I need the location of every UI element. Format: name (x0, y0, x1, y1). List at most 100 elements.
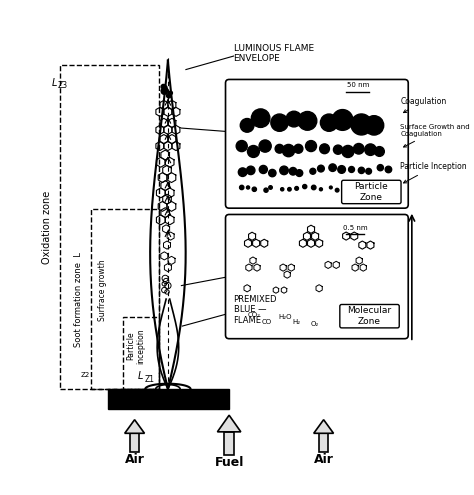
Circle shape (294, 145, 303, 153)
Circle shape (320, 114, 337, 131)
Circle shape (298, 111, 317, 130)
Text: H₂O: H₂O (278, 314, 292, 320)
Circle shape (318, 165, 324, 172)
Text: Particle
inception: Particle inception (126, 328, 145, 364)
Circle shape (296, 170, 303, 177)
Circle shape (319, 144, 329, 153)
Text: Surface Growth and
Coagulation: Surface Growth and Coagulation (400, 124, 470, 147)
Circle shape (239, 185, 244, 190)
Circle shape (252, 187, 256, 192)
FancyBboxPatch shape (342, 180, 401, 203)
Bar (123, 317, 159, 389)
Circle shape (319, 188, 322, 191)
Circle shape (365, 144, 376, 155)
Circle shape (166, 94, 171, 98)
Text: Soot formation zone  L: Soot formation zone L (74, 251, 83, 346)
Bar (224, 432, 234, 455)
Circle shape (306, 141, 317, 151)
Circle shape (310, 168, 316, 174)
Text: PREMIXED
BLUE —
FLAME: PREMIXED BLUE — FLAME (234, 295, 277, 325)
Circle shape (311, 185, 316, 190)
Circle shape (259, 165, 267, 174)
Text: Coagulation: Coagulation (400, 97, 447, 113)
Text: 0.5 nm: 0.5 nm (343, 225, 367, 231)
Text: Z1: Z1 (145, 375, 155, 384)
Circle shape (378, 186, 381, 189)
Text: Z2: Z2 (81, 372, 90, 378)
Circle shape (247, 146, 259, 157)
Circle shape (345, 186, 349, 191)
Circle shape (161, 88, 167, 95)
Circle shape (280, 166, 288, 175)
Circle shape (366, 168, 372, 174)
Text: Z3: Z3 (58, 81, 68, 90)
Bar (130, 433, 139, 452)
FancyBboxPatch shape (226, 80, 408, 208)
Text: Molecular
Zone: Molecular Zone (347, 306, 392, 326)
FancyBboxPatch shape (226, 214, 408, 339)
Circle shape (332, 109, 353, 130)
Circle shape (348, 166, 355, 172)
Circle shape (264, 188, 268, 192)
Circle shape (271, 114, 288, 131)
Text: O₂: O₂ (310, 321, 319, 327)
Circle shape (335, 189, 339, 192)
Text: CO: CO (262, 319, 272, 325)
Bar (91, 209, 159, 389)
Bar (108, 389, 229, 409)
Circle shape (246, 166, 255, 175)
Bar (319, 433, 328, 452)
Circle shape (393, 185, 396, 188)
Circle shape (374, 147, 384, 156)
Text: Surfrace growth: Surfrace growth (98, 259, 107, 321)
Circle shape (329, 186, 332, 189)
Circle shape (269, 169, 276, 177)
Polygon shape (125, 420, 145, 433)
Circle shape (351, 114, 372, 135)
Circle shape (281, 188, 284, 191)
Text: Particle Inception: Particle Inception (400, 162, 467, 183)
Text: Fuel: Fuel (214, 456, 244, 469)
Text: L: L (138, 371, 144, 381)
Circle shape (370, 189, 373, 192)
Circle shape (354, 144, 364, 154)
FancyBboxPatch shape (340, 304, 399, 328)
Text: CO₂: CO₂ (248, 312, 261, 318)
Circle shape (338, 166, 346, 173)
Circle shape (283, 145, 295, 157)
Circle shape (359, 187, 362, 190)
Text: Particle
Zone: Particle Zone (355, 182, 388, 201)
Text: Oxidation zone: Oxidation zone (42, 191, 52, 264)
Circle shape (169, 91, 173, 95)
Circle shape (251, 109, 270, 127)
Circle shape (377, 164, 383, 171)
Circle shape (236, 141, 247, 151)
Circle shape (342, 146, 354, 157)
Text: 50 nm: 50 nm (346, 83, 369, 89)
Polygon shape (218, 415, 241, 432)
Circle shape (288, 188, 291, 191)
Circle shape (246, 186, 250, 189)
Circle shape (259, 140, 271, 152)
Text: Air: Air (314, 453, 334, 466)
Circle shape (385, 166, 392, 173)
Circle shape (161, 85, 165, 89)
Circle shape (358, 167, 365, 174)
Text: LUMINOUS FLAME
ENVELOPE: LUMINOUS FLAME ENVELOPE (234, 44, 314, 63)
Circle shape (289, 167, 297, 175)
Circle shape (275, 145, 284, 153)
Circle shape (269, 186, 272, 189)
Text: L: L (52, 78, 57, 88)
Circle shape (238, 168, 247, 176)
Circle shape (385, 188, 388, 191)
Circle shape (333, 145, 343, 154)
Circle shape (329, 164, 337, 171)
Circle shape (164, 86, 167, 90)
Circle shape (303, 185, 307, 189)
Circle shape (365, 116, 384, 135)
Text: Air: Air (125, 453, 145, 466)
Polygon shape (314, 420, 334, 433)
Circle shape (163, 88, 168, 93)
Bar (60, 65, 159, 389)
Text: H₂: H₂ (292, 319, 301, 325)
